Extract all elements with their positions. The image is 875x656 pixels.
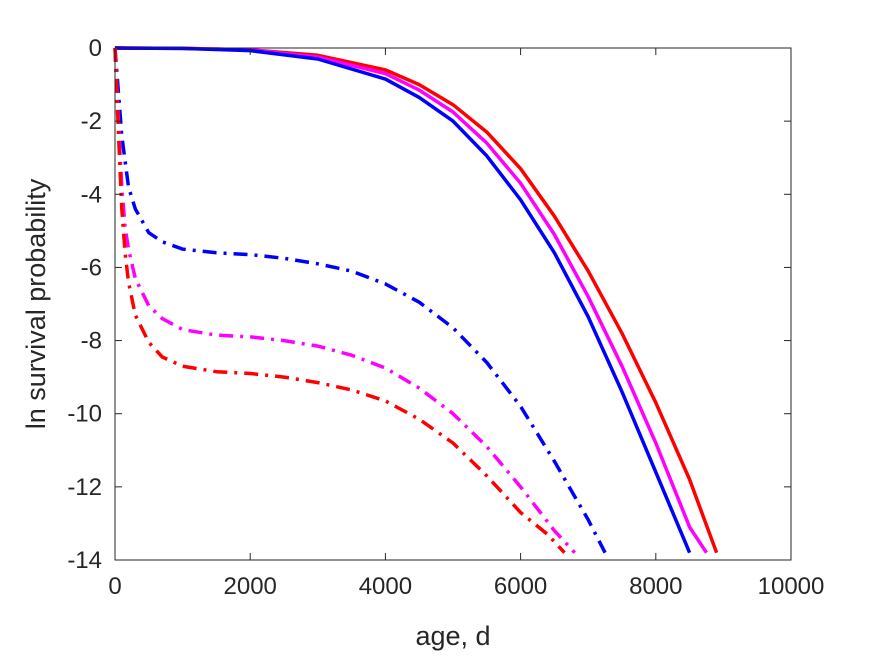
y-tick-label: 0 bbox=[89, 35, 102, 62]
x-tick-label: 10000 bbox=[758, 573, 825, 600]
y-tick-label: -4 bbox=[81, 181, 102, 208]
tick-layer: 0 2000 4000 6000 8000 10000 0 -2 -4 -6 -8 -10 -12 -14 bbox=[67, 35, 824, 600]
y-tick-label: -6 bbox=[81, 254, 102, 281]
y-tick-label: -8 bbox=[81, 328, 102, 355]
plot-frame bbox=[114, 47, 792, 561]
x-tick-label: 0 bbox=[108, 573, 121, 600]
series-layer bbox=[113, 46, 719, 554]
plot-area bbox=[115, 48, 791, 560]
series-line-4-dashdot bbox=[113, 47, 607, 554]
y-tick-label: -12 bbox=[67, 474, 102, 501]
x-tick-label: 2000 bbox=[224, 573, 277, 600]
series-line-6-dashdot bbox=[113, 47, 566, 554]
y-tick-label: -10 bbox=[67, 401, 102, 428]
x-tick-label: 8000 bbox=[629, 573, 682, 600]
y-tick-label: -14 bbox=[67, 547, 102, 574]
series-line-3-solid bbox=[114, 46, 692, 554]
axes-frame bbox=[114, 47, 792, 561]
x-tick-label: 4000 bbox=[359, 573, 412, 600]
y-axis-title: ln survival probability bbox=[21, 178, 51, 429]
y-tick-label: -2 bbox=[81, 108, 102, 135]
series-line-5-dashdot bbox=[113, 47, 576, 554]
x-axis-title: age, d bbox=[415, 621, 490, 651]
x-tick-label: 6000 bbox=[494, 573, 547, 600]
